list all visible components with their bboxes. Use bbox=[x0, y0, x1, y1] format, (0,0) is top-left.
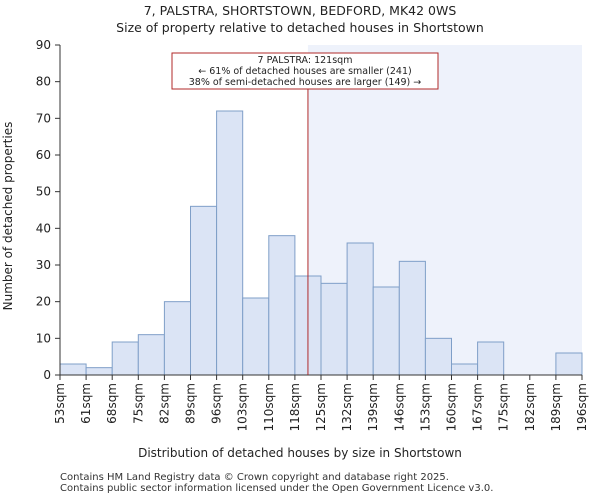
x-tick-label: 125sqm bbox=[314, 383, 328, 431]
chart-subtitle: Size of property relative to detached ho… bbox=[116, 20, 484, 35]
y-tick-label: 40 bbox=[36, 221, 51, 235]
x-tick-label: 53sqm bbox=[53, 383, 67, 424]
y-tick-label: 10 bbox=[36, 331, 51, 345]
x-tick-label: 160sqm bbox=[445, 383, 459, 431]
x-tick-label: 175sqm bbox=[497, 383, 511, 431]
annotation-box: 7 PALSTRA: 121sqm ← 61% of detached hous… bbox=[171, 52, 439, 90]
x-tick-label: 153sqm bbox=[418, 383, 432, 431]
x-tick-label: 96sqm bbox=[210, 383, 224, 424]
x-axis-label: Distribution of detached houses by size … bbox=[138, 446, 462, 460]
footer-copyright: Contains HM Land Registry data © Crown c… bbox=[60, 472, 449, 483]
x-tick-label: 75sqm bbox=[131, 383, 145, 424]
bar-61sqm bbox=[85, 367, 113, 376]
x-tick-label: 118sqm bbox=[288, 383, 302, 431]
y-tick-label: 70 bbox=[36, 111, 51, 125]
bar-75sqm bbox=[137, 334, 165, 376]
x-tick-label: 68sqm bbox=[105, 383, 119, 424]
y-tick-label: 50 bbox=[36, 185, 51, 199]
bar-139sqm bbox=[372, 286, 400, 376]
annotation-frame bbox=[171, 52, 439, 90]
y-tick-label: 60 bbox=[36, 148, 51, 162]
y-tick-label: 0 bbox=[43, 368, 51, 382]
bar-110sqm bbox=[268, 235, 296, 376]
x-tick-label: 167sqm bbox=[471, 383, 485, 431]
bar-146sqm bbox=[398, 260, 426, 376]
bar-125sqm bbox=[320, 282, 348, 376]
bar-167sqm bbox=[477, 341, 505, 376]
bar-96sqm bbox=[216, 110, 244, 376]
bar-68sqm bbox=[111, 341, 139, 376]
x-tick-label: 103sqm bbox=[236, 383, 250, 431]
chart-title: 7, PALSTRA, SHORTSTOWN, BEDFORD, MK42 0W… bbox=[144, 3, 457, 18]
bar-103sqm bbox=[242, 297, 270, 376]
x-tick-label: 189sqm bbox=[549, 383, 563, 431]
x-tick-label: 182sqm bbox=[523, 383, 537, 431]
y-axis-label: Number of detached properties bbox=[1, 122, 15, 311]
x-tick-label: 110sqm bbox=[262, 383, 276, 431]
x-tick-label: 89sqm bbox=[184, 383, 198, 424]
bar-153sqm bbox=[424, 337, 452, 376]
x-tick-label: 139sqm bbox=[366, 383, 380, 431]
x-tick-label: 82sqm bbox=[157, 383, 171, 424]
x-tick-label: 61sqm bbox=[79, 383, 93, 424]
footer-licence: Contains public sector information licen… bbox=[60, 483, 494, 494]
y-tick-label: 30 bbox=[36, 258, 51, 272]
x-tick-label: 196sqm bbox=[575, 383, 589, 431]
bar-132sqm bbox=[346, 242, 374, 376]
bar-89sqm bbox=[190, 205, 218, 376]
y-tick-label: 80 bbox=[36, 75, 51, 89]
annotation-line-1: 7 PALSTRA: 121sqm bbox=[258, 55, 353, 66]
bar-82sqm bbox=[163, 301, 191, 376]
annotation-line-2: ← 61% of detached houses are smaller (24… bbox=[198, 66, 411, 77]
y-tick-label: 90 bbox=[36, 38, 51, 52]
annotation-line-3: 38% of semi-detached houses are larger (… bbox=[189, 77, 422, 88]
y-tick-label: 20 bbox=[36, 295, 51, 309]
x-tick-label: 132sqm bbox=[340, 383, 354, 431]
bar-53sqm bbox=[59, 363, 87, 376]
x-tick-label: 146sqm bbox=[392, 383, 406, 431]
bar-160sqm bbox=[451, 363, 479, 376]
bar-189sqm bbox=[555, 352, 583, 376]
